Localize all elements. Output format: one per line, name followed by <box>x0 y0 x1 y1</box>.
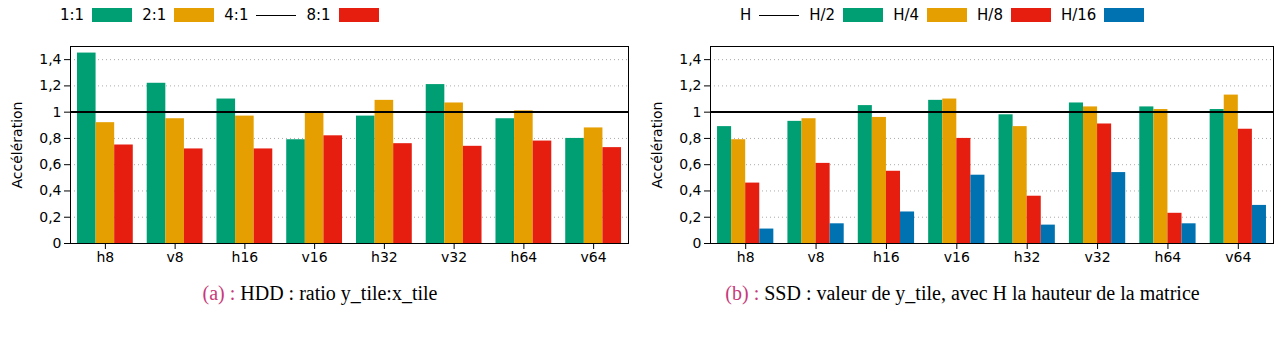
svg-text:1,2: 1,2 <box>39 77 61 93</box>
svg-text:h16: h16 <box>873 249 900 265</box>
html-text:4:1: 4:1 <box>224 6 249 24</box>
svg-text:1,2: 1,2 <box>679 77 701 93</box>
svg-text:Accélération: Accélération <box>649 102 665 189</box>
html-text:H/4: H/4 <box>893 6 920 24</box>
svg-text:h64: h64 <box>511 249 538 265</box>
svg-text:0,6: 0,6 <box>39 156 61 172</box>
svg-text:h64: h64 <box>1155 249 1182 265</box>
svg-text:h8: h8 <box>737 249 755 265</box>
svg-text:h32: h32 <box>371 249 398 265</box>
svg-text:Accélération: Accélération <box>9 102 25 189</box>
svg-text:v16: v16 <box>302 249 328 265</box>
svg-text:v32: v32 <box>1085 249 1111 265</box>
svg-text:0,4: 0,4 <box>679 182 701 198</box>
svg-text:1,4: 1,4 <box>679 51 701 67</box>
svg-text:v8: v8 <box>167 249 184 265</box>
html-text:H/2: H/2 <box>809 6 836 24</box>
svg-text:v16: v16 <box>944 249 970 265</box>
html-text:(a) : HDD : ratio y_tile:x_til: (a) : HDD : ratio y_tile:x_tile <box>202 282 438 304</box>
html-text:(b) : SSD : valeur de y_tile,: (b) : SSD : valeur de y_tile, avec H la … <box>725 282 1200 304</box>
svg-text:0,8: 0,8 <box>39 130 61 146</box>
svg-text:0: 0 <box>53 235 62 251</box>
svg-text:v64: v64 <box>581 249 607 265</box>
html-text:1:1: 1:1 <box>60 6 85 24</box>
svg-text:0,6: 0,6 <box>679 156 701 172</box>
html-text:H: H <box>740 6 752 24</box>
html-text:H/8: H/8 <box>977 6 1003 24</box>
svg-text:0,2: 0,2 <box>39 209 61 225</box>
svg-text:0,4: 0,4 <box>39 182 61 198</box>
svg-text:0,2: 0,2 <box>679 209 701 225</box>
svg-text:1: 1 <box>693 104 702 120</box>
svg-text:0: 0 <box>693 235 702 251</box>
svg-text:v8: v8 <box>807 249 824 265</box>
html-text:H/16: H/16 <box>1061 6 1097 24</box>
svg-text:v64: v64 <box>1225 249 1251 265</box>
svg-text:v32: v32 <box>441 249 467 265</box>
svg-text:0,8: 0,8 <box>679 130 701 146</box>
svg-text:h16: h16 <box>232 249 259 265</box>
html-text:8:1: 8:1 <box>306 6 331 24</box>
svg-text:h8: h8 <box>96 249 114 265</box>
svg-text:1,4: 1,4 <box>39 51 61 67</box>
svg-text:1: 1 <box>53 104 62 120</box>
html-text:2:1: 2:1 <box>142 6 167 24</box>
svg-text:h32: h32 <box>1014 249 1041 265</box>
